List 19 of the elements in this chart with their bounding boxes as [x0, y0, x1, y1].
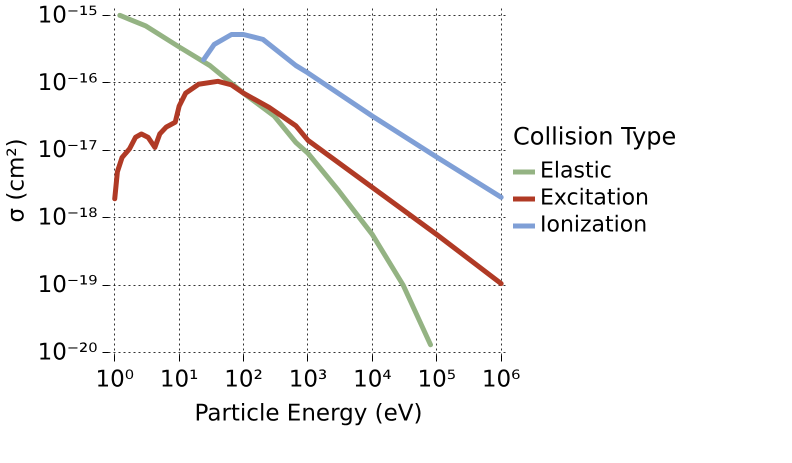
- y-tick-label: 10⁻¹⁸: [38, 204, 98, 231]
- legend-label: Excitation: [540, 186, 649, 210]
- x-tick-label: 10⁶: [482, 366, 520, 392]
- y-tick-label: 10⁻¹⁶: [38, 70, 98, 96]
- x-axis-title: Particle Energy (eV): [194, 400, 422, 426]
- legend-label: Ionization: [540, 212, 648, 238]
- x-tick-label: 10⁵: [418, 366, 456, 392]
- x-tick-label: 10⁴: [353, 366, 392, 392]
- x-tick-label: 10²: [224, 366, 263, 392]
- x-tick-label: 10³: [288, 366, 328, 392]
- y-tick-label: 10⁻²⁰: [38, 339, 98, 366]
- legend-title: Collision Type: [513, 122, 676, 150]
- x-tick-label: 10¹: [160, 366, 198, 392]
- y-tick-label: 10⁻¹⁹: [38, 272, 98, 298]
- y-tick-label: 10⁻¹⁷: [38, 137, 98, 164]
- y-axis-title: σ (cm²): [4, 138, 30, 223]
- legend-label: Elastic: [540, 158, 612, 184]
- x-tick-label: 10⁰: [96, 366, 134, 392]
- y-tick-label: 10⁻¹⁵: [38, 2, 98, 28]
